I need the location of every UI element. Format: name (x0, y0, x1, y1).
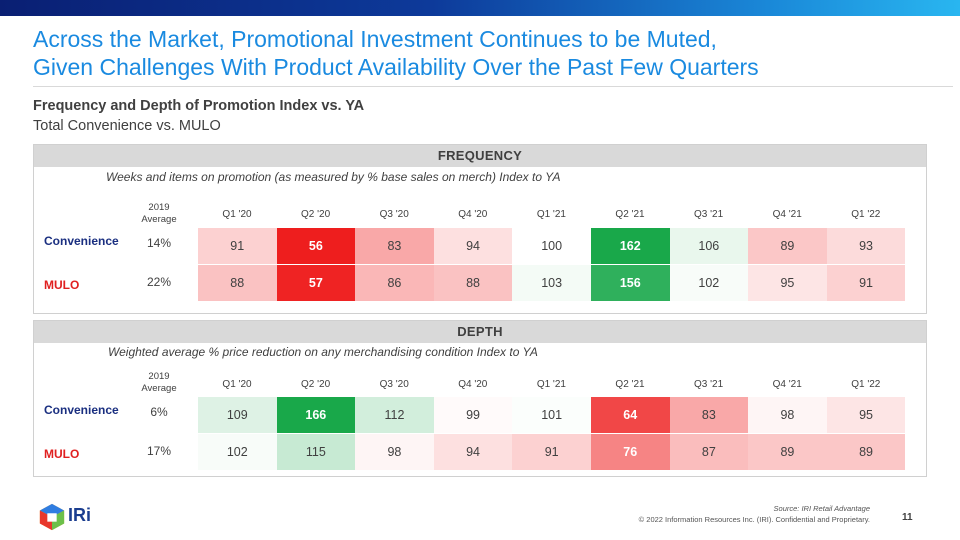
chart-subtitle-2: Total Convenience vs. MULO (33, 118, 221, 134)
depth-quarter-header: Q2 '20 (301, 379, 331, 390)
depth-quarter-header: Q1 '22 (851, 379, 881, 390)
frequency-heatmap-cell: 103 (512, 265, 591, 301)
depth-heatmap-cell: 64 (591, 397, 670, 433)
depth-quarter-header: Q1 '21 (536, 379, 566, 390)
depth-row-average: 17% (146, 444, 172, 458)
frequency-heatmap-cell: 88 (433, 265, 513, 301)
frequency-heatmap-cell: 95 (748, 265, 827, 301)
depth-quarter-header: Q4 '20 (458, 379, 488, 390)
source-note: Source: IRI Retail Advantage (773, 504, 870, 513)
depth-heatmap-cell: 87 (669, 434, 749, 470)
depth-quarter-header: Q2 '21 (615, 379, 645, 390)
top-gradient-bar (0, 0, 960, 16)
title-divider (33, 86, 953, 87)
depth-heatmap-cell: 109 (198, 397, 277, 433)
depth-heatmap-cell: 91 (512, 434, 591, 470)
depth-heatmap-cell: 98 (748, 397, 827, 433)
frequency-heatmap-cell: 57 (276, 265, 356, 301)
title-line-2: Given Challenges With Product Availabili… (33, 54, 759, 80)
frequency-heatmap-cell: 91 (826, 265, 906, 301)
depth-heatmap-cell: 83 (669, 397, 749, 433)
depth-quarter-header: Q3 '20 (379, 379, 409, 390)
depth-heatmap-cell: 98 (355, 434, 434, 470)
depth-heatmap-cell: 76 (591, 434, 670, 470)
frequency-row-label: Convenience (44, 234, 119, 248)
frequency-quarter-header: Q1 '20 (222, 209, 252, 220)
depth-row-label: Convenience (44, 403, 119, 417)
title-line-1: Across the Market, Promotional Investmen… (33, 26, 717, 52)
frequency-heatmap-cell: 93 (826, 228, 906, 264)
frequency-quarter-header: Q4 '20 (458, 209, 488, 220)
frequency-quarter-header: Q1 '22 (851, 209, 881, 220)
depth-avg-header: 2019 Average (141, 371, 177, 394)
frequency-avg-header: 2019 Average (141, 202, 177, 225)
frequency-header: FREQUENCY (34, 145, 926, 167)
frequency-quarter-header: Q3 '20 (379, 209, 409, 220)
depth-heatmap-cell: 102 (198, 434, 277, 470)
frequency-heatmap-cell: 56 (276, 228, 356, 264)
depth-quarter-header: Q4 '21 (772, 379, 802, 390)
iri-logo-icon (39, 503, 65, 531)
depth-heatmap-cell: 166 (276, 397, 356, 433)
frequency-heatmap-cell: 86 (355, 265, 434, 301)
copyright-note: © 2022 Information Resources Inc. (IRI).… (638, 515, 870, 524)
depth-heatmap-cell: 94 (433, 434, 513, 470)
page-number: 11 (902, 512, 913, 523)
page-title: Across the Market, Promotional Investmen… (33, 25, 933, 81)
frequency-quarter-header: Q3 '21 (694, 209, 724, 220)
depth-panel: DEPTH Weighted average % price reduction… (33, 320, 927, 477)
depth-quarter-header: Q1 '20 (222, 379, 252, 390)
frequency-row-average: 14% (146, 236, 172, 250)
frequency-quarter-header: Q2 '20 (301, 209, 331, 220)
depth-heatmap-cell: 89 (748, 434, 827, 470)
frequency-panel: FREQUENCY Weeks and items on promotion (… (33, 144, 927, 314)
depth-heatmap-cell: 95 (826, 397, 906, 433)
depth-heatmap-cell: 89 (826, 434, 906, 470)
frequency-heatmap-cell: 156 (591, 265, 670, 301)
depth-heatmap-cell: 99 (433, 397, 513, 433)
depth-quarter-header: Q3 '21 (694, 379, 724, 390)
frequency-heatmap-cell: 94 (433, 228, 513, 264)
frequency-heatmap-cell: 91 (198, 228, 277, 264)
frequency-row-label: MULO (44, 278, 80, 292)
frequency-heatmap-cell: 102 (669, 265, 749, 301)
frequency-heatmap-cell: 162 (591, 228, 670, 264)
depth-heatmap-cell: 112 (355, 397, 434, 433)
frequency-heatmap-cell: 100 (512, 228, 591, 264)
frequency-note: Weeks and items on promotion (as measure… (106, 170, 561, 184)
depth-heatmap-cell: 101 (512, 397, 591, 433)
frequency-heatmap-cell: 89 (748, 228, 827, 264)
frequency-heatmap-cell: 88 (198, 265, 277, 301)
depth-heatmap-cell: 115 (276, 434, 356, 470)
frequency-heatmap-cell: 106 (669, 228, 749, 264)
depth-header: DEPTH (34, 321, 926, 343)
depth-note: Weighted average % price reduction on an… (108, 345, 538, 359)
frequency-quarter-header: Q2 '21 (615, 209, 645, 220)
frequency-row-average: 22% (146, 275, 172, 289)
depth-row-label: MULO (44, 447, 80, 461)
depth-row-average: 6% (150, 405, 168, 419)
iri-logo-text: IRi (68, 505, 92, 525)
frequency-quarter-header: Q4 '21 (772, 209, 802, 220)
frequency-quarter-header: Q1 '21 (536, 209, 566, 220)
chart-subtitle: Frequency and Depth of Promotion Index v… (33, 98, 365, 114)
frequency-heatmap-cell: 83 (355, 228, 434, 264)
